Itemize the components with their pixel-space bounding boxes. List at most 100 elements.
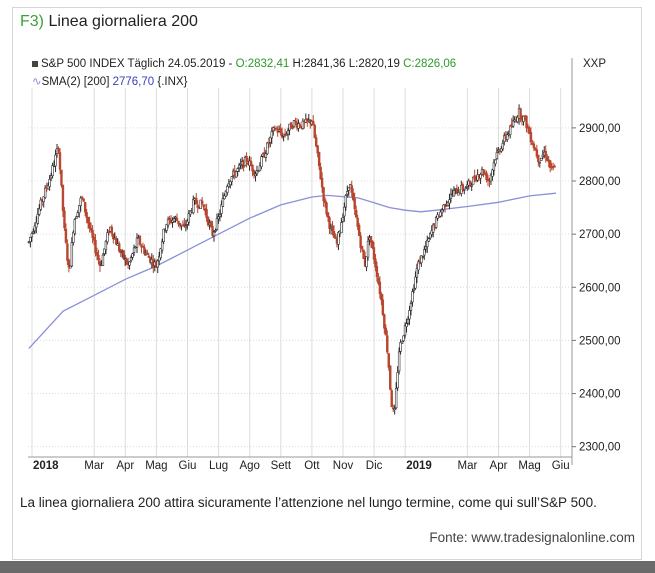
candle-body (255, 170, 259, 175)
candle-body (49, 175, 53, 179)
candle-body (42, 196, 45, 202)
candle-body (200, 200, 204, 205)
candle-body (202, 204, 205, 208)
candle-body (107, 231, 111, 234)
sma-layer (28, 192, 557, 349)
candle-body (221, 198, 225, 207)
candle-body (434, 216, 438, 228)
candle-body (172, 218, 176, 222)
candle-body (98, 261, 102, 266)
candle-body (54, 154, 57, 167)
candle-body (69, 265, 72, 269)
x-tick-label: Apr (116, 460, 134, 472)
candle-body (289, 122, 293, 129)
candle-body (414, 276, 417, 289)
candle-body (286, 130, 290, 135)
candle-body (51, 165, 54, 177)
candle-body (532, 143, 536, 149)
candle-body (30, 233, 34, 238)
candle-body (551, 166, 555, 169)
candle-body (426, 239, 429, 247)
candle-body (344, 195, 348, 208)
candle-body (168, 217, 171, 221)
x-tick-label: Nov (333, 460, 354, 472)
candle-body (479, 174, 482, 179)
candle-body (352, 192, 355, 200)
candle-body (328, 217, 331, 229)
candle-body (375, 266, 379, 278)
candle-body (184, 225, 188, 228)
candle-body (258, 165, 262, 172)
x-tick-label: Mag (518, 460, 540, 472)
candle-body (399, 341, 402, 352)
candle-body (292, 120, 296, 127)
legend-high-low: H:2841,36 L:2820,19 (292, 58, 400, 70)
candle-body (237, 164, 241, 169)
candle-body (39, 199, 42, 210)
legend-sma-value: 2776,70 (112, 76, 155, 88)
candle-body (506, 134, 509, 140)
candle-body (32, 231, 35, 234)
page-footer-bar (0, 561, 655, 573)
candle-body (323, 199, 327, 203)
candle-body (387, 353, 390, 368)
candle-body (215, 217, 219, 230)
candle-body (535, 149, 539, 157)
currency-label: XXP (583, 58, 607, 70)
candle-body (494, 159, 497, 165)
candle-body (118, 243, 121, 252)
x-tick-label: Ago (239, 460, 259, 472)
candle-body (528, 128, 531, 135)
candle-body (412, 288, 416, 291)
candle-body (183, 223, 186, 227)
candle-body (279, 128, 282, 134)
candle-body (362, 249, 365, 260)
legend-close: C:2826,06 (403, 58, 457, 70)
candle-body (366, 240, 370, 258)
candle-body (64, 228, 68, 243)
candle-body (129, 257, 133, 261)
chart-grid (28, 88, 572, 457)
candle-body (538, 161, 542, 164)
candle-body (76, 212, 79, 217)
candle-body (525, 115, 528, 129)
candle-body (429, 232, 432, 239)
candle-body (369, 236, 373, 243)
x-tick-label: 2018 (33, 460, 59, 472)
candle-body (267, 142, 271, 145)
candle-body (372, 247, 376, 260)
x-tick-label: Apr (490, 460, 508, 472)
candle-body (125, 258, 128, 265)
candle-body (214, 230, 217, 232)
y-tick-label: 2300,00 (579, 442, 621, 454)
figure-caption: La linea giornaliera 200 attira sicurame… (20, 495, 597, 510)
x-tick-label: 2019 (406, 460, 432, 472)
candle-body (33, 225, 37, 232)
candle-body (43, 187, 47, 198)
candle-body (316, 145, 319, 154)
candle-body (177, 220, 180, 225)
candle-body (147, 255, 151, 258)
candle-body (319, 166, 322, 180)
candle-body (405, 323, 408, 327)
candle-body (553, 165, 556, 168)
candle-body (540, 157, 543, 161)
candle-body (301, 120, 305, 129)
x-tick-label: Ott (304, 460, 320, 472)
candle-body (489, 174, 493, 182)
candle-body (61, 184, 65, 211)
y-tick-label: 2600,00 (579, 282, 621, 294)
candle-body (245, 156, 248, 162)
candle-body (218, 214, 222, 217)
candle-body (112, 233, 115, 240)
candle-body (131, 253, 134, 258)
candle-body (229, 180, 232, 186)
x-tick-label: Dic (366, 460, 383, 472)
candle-body (104, 240, 108, 251)
candle-body (138, 236, 142, 245)
candle-body (273, 128, 276, 131)
x-tick-label: Giu (179, 460, 197, 472)
candle-body (106, 232, 109, 243)
candles-layer (27, 104, 556, 415)
candle-body (46, 184, 50, 190)
